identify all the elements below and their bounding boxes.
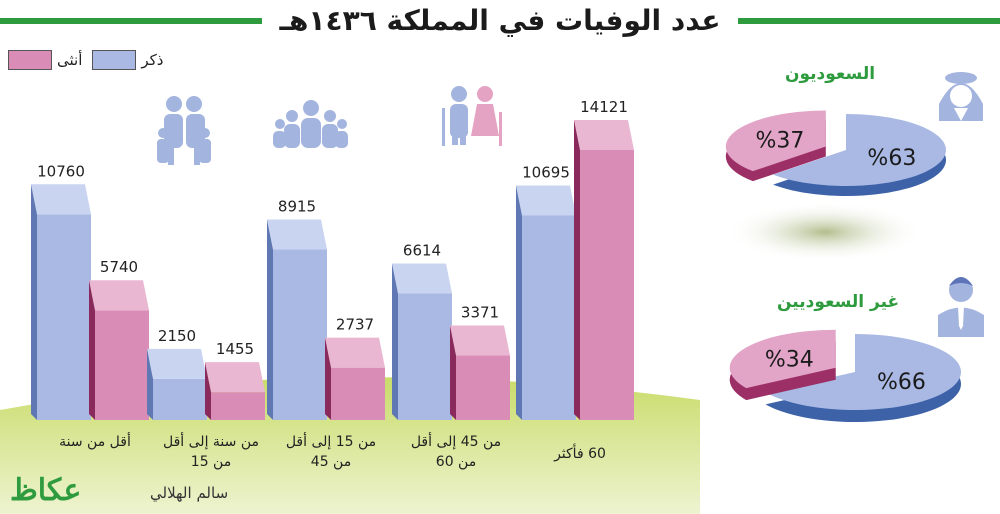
- bar-side: [147, 348, 153, 420]
- pie-slice-top: [725, 110, 826, 172]
- bar-side: [89, 280, 95, 420]
- bar-female-2: [325, 337, 385, 420]
- bar-side: [205, 362, 211, 420]
- elderly-couple-icon: [442, 86, 502, 146]
- bar-top: [267, 219, 327, 250]
- bar-male-4: [516, 185, 576, 420]
- bar-front: [580, 150, 634, 420]
- bar-side: [392, 263, 398, 420]
- category-label-2: من 15 إلى أقل من 45: [285, 434, 377, 470]
- bar-top: [574, 120, 634, 150]
- data-label-male-4: 10695: [522, 164, 570, 182]
- bar-top: [392, 263, 452, 294]
- data-label-female-4: 14121: [580, 98, 628, 116]
- category-label-0: أقل من سنة: [59, 434, 131, 450]
- bar-side: [31, 184, 37, 420]
- bar-side: [450, 325, 456, 420]
- category-label-1: من سنة إلى أقل من 15: [163, 434, 259, 470]
- suit-man-icon: [938, 277, 984, 337]
- bar-side: [574, 120, 580, 420]
- legend-item-male: ذكر: [92, 50, 163, 70]
- pie-1-slice-0: [765, 334, 962, 422]
- data-label-male-3: 6614: [403, 242, 441, 260]
- bar-side: [516, 185, 522, 420]
- pie-1-label-0: %66: [877, 370, 926, 395]
- category-label-4: 60 فأكثر: [554, 446, 606, 462]
- bar-front: [273, 249, 327, 420]
- legend: أنثى ذكر: [8, 50, 163, 70]
- bar-female-1: [205, 362, 265, 420]
- data-label-female-2: 2737: [336, 316, 374, 334]
- bar-male-2: [267, 219, 327, 420]
- bar-female-4: [574, 120, 634, 420]
- bar-front: [211, 392, 265, 420]
- bar-female-3: [450, 325, 510, 420]
- title-bar: عدد الوفيات في المملكة ١٤٣٦هـ: [0, 2, 1000, 40]
- legend-swatch-male: [92, 50, 137, 70]
- pie-0-label-1: %37: [755, 128, 804, 153]
- credit-text: سالم الهلالي: [150, 484, 229, 502]
- bar-male-0: [31, 184, 91, 420]
- pie-0-slice-0: [773, 114, 946, 196]
- group-label-non-saudi: غير السعوديين: [777, 292, 900, 312]
- bar-top: [450, 325, 510, 356]
- bar-male-3: [392, 263, 452, 420]
- pie-1-slice-1: [729, 329, 836, 401]
- bar-front: [522, 215, 576, 420]
- bar-female-0: [89, 280, 149, 420]
- category-label-3: من 45 إلى أقل من 60: [410, 434, 502, 470]
- pie-0-label-0: %63: [867, 146, 916, 171]
- bar-top: [325, 337, 385, 368]
- bar-top: [89, 280, 149, 311]
- pie-slice-top: [765, 334, 962, 410]
- legend-swatch-female: [8, 50, 52, 70]
- bar-top: [31, 184, 91, 215]
- pie-slice-top: [773, 114, 946, 186]
- pie-slice-top: [729, 329, 836, 389]
- bar-front: [37, 214, 91, 420]
- legend-label-female: أنثى: [57, 51, 83, 69]
- data-label-female-3: 3371: [461, 304, 499, 322]
- legend-label-male: ذكر: [141, 51, 164, 69]
- bars-layer: 10760 5740 2150 1455 8915 2737 6614 3371 10695 14…: [31, 98, 634, 420]
- data-label-female-1: 1455: [216, 340, 254, 358]
- pie-shadow: [725, 202, 925, 262]
- bar-front: [95, 310, 149, 420]
- family-icon: [157, 96, 211, 165]
- pie-0-slice-1: [725, 110, 826, 182]
- bar-side: [267, 219, 273, 420]
- data-label-male-1: 2150: [158, 327, 196, 345]
- bar-front: [331, 367, 385, 420]
- okaz-logo: عكاظ: [10, 473, 82, 508]
- bar-front: [398, 293, 452, 420]
- group-label-saudi: السعوديون: [785, 64, 876, 84]
- legend-item-female: أنثى: [8, 50, 82, 70]
- bar-male-1: [147, 348, 207, 420]
- pies-layer: %63 %37 %66 %34: [725, 110, 962, 422]
- title-rule-left: [0, 18, 262, 24]
- bar-front: [153, 378, 207, 420]
- bar-side: [325, 337, 331, 420]
- bar-top: [516, 185, 576, 216]
- pie-1-label-1: %34: [765, 348, 814, 373]
- bar-top: [147, 348, 207, 379]
- data-label-female-0: 5740: [100, 258, 138, 276]
- group-icon: [273, 100, 348, 148]
- saudi-man-icon: [939, 72, 983, 121]
- title-rule-right: [738, 18, 1000, 24]
- data-label-male-0: 10760: [37, 162, 85, 180]
- data-label-male-2: 8915: [278, 198, 316, 216]
- bar-top: [205, 362, 265, 393]
- page-title: عدد الوفيات في المملكة ١٤٣٦هـ: [0, 2, 1000, 40]
- bar-front: [456, 355, 510, 420]
